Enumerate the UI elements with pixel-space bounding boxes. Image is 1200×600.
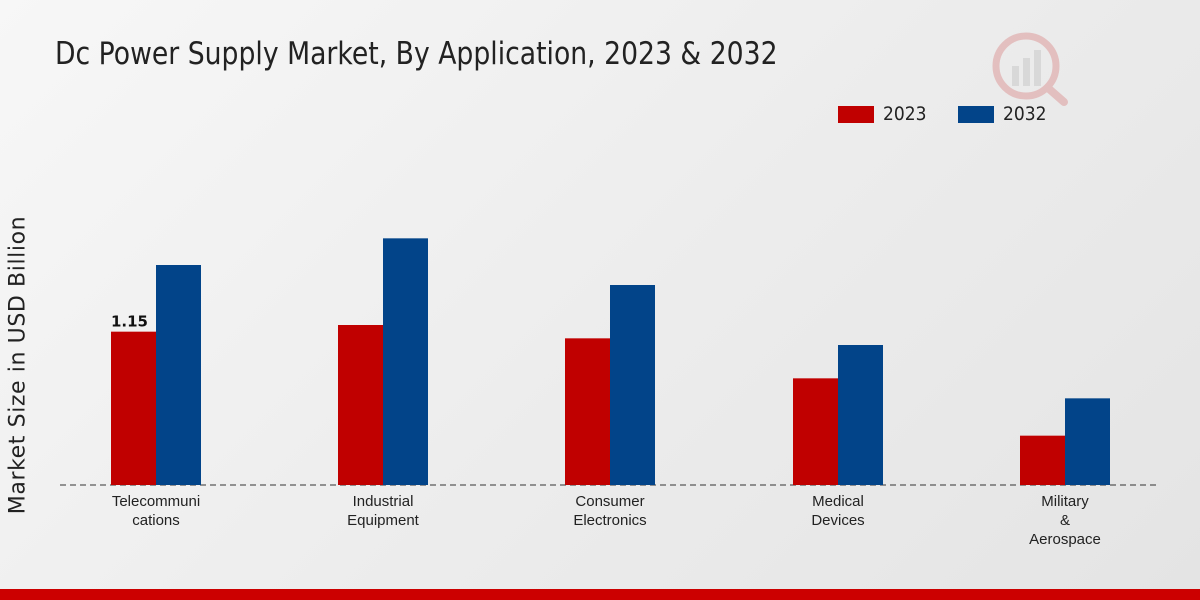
data-label-0: 1.15 (111, 313, 148, 331)
bar-2032-0 (156, 265, 201, 485)
legend-swatch-2023 (838, 105, 874, 123)
bar-2023-3 (793, 378, 838, 485)
bar-2032-4 (1065, 398, 1110, 485)
legend-item-2032: 2032 (958, 103, 1051, 125)
x-tick-label-2: Consumer Electronics (573, 493, 646, 529)
x-tick-label-line: Consumer (575, 493, 644, 510)
x-tick-label-line: Aerospace (1029, 531, 1101, 548)
x-tick-label-line: Electronics (573, 512, 646, 529)
legend-label-2032: 2032 (1003, 103, 1047, 125)
bar-2032-3 (838, 345, 883, 485)
bar-2023-0 (111, 331, 156, 485)
x-tick-label-4: Military & Aerospace (1029, 493, 1101, 548)
bottom-accent-bar (0, 589, 1200, 600)
x-tick-label-line: Medical (812, 493, 864, 510)
x-tick-label-line: cations (132, 512, 180, 529)
x-tick-label-line: Military (1041, 493, 1089, 510)
legend-label-2023: 2023 (883, 103, 927, 125)
x-tick-label-0: Telecommuni cations (112, 493, 200, 529)
chart-title: Dc Power Supply Market, By Application, … (55, 36, 778, 72)
brand-logo-icon (992, 32, 1068, 106)
bar-2023-2 (565, 338, 610, 485)
x-tick-label-line: Equipment (347, 512, 420, 529)
x-tick-label-line: Telecommuni (112, 493, 200, 510)
bar-2023-4 (1020, 435, 1065, 485)
x-tick-label-line: Industrial (353, 493, 414, 510)
legend-item-2023: 2023 (838, 103, 931, 125)
x-tick-label-1: Industrial Equipment (347, 493, 420, 529)
x-tick-label-line: Devices (811, 512, 864, 529)
bar-2032-2 (610, 285, 655, 485)
bar-2023-1 (338, 325, 383, 485)
legend-swatch-2032 (958, 105, 994, 123)
x-tick-label-line: & (1060, 512, 1070, 529)
x-tick-label-3: Medical Devices (811, 493, 864, 529)
bar-2032-1 (383, 238, 428, 485)
